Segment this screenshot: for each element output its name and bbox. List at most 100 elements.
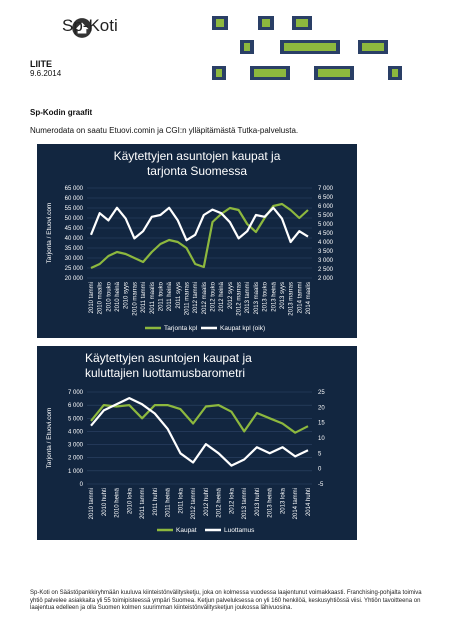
chart-title: Käytettyjen asuntojen kaupat ja [114,149,281,163]
x-tick-label: 2014 tammi [293,488,299,519]
x-tick-label: 2013 heinä [271,281,277,311]
document-date: 9.6.2014 [30,69,62,78]
y-tick-label: 50 000 [65,216,84,222]
x-tick-label: 2011 marras [184,282,190,315]
y2-tick-label: 2 000 [318,276,334,282]
x-tick-label: 2011 syys [176,282,182,309]
y-tick-label: 3 000 [68,443,84,449]
legend-label: Kaupat [176,527,197,534]
y2-tick-label: 15 [318,421,325,427]
x-tick-label: 2012 syys [228,282,234,309]
x-tick-label: 2013 touko [263,281,269,311]
x-tick-label: 2011 heinä [166,487,172,517]
y2-tick-label: 20 [318,405,325,411]
chart-title: kuluttajien luottamusbarometri [85,366,245,380]
y-axis-label: Tarjonta / Etuovi.com [46,203,53,264]
y-tick-label: 45 000 [65,226,84,232]
x-tick-label: 2012 heinä [219,281,225,311]
y-tick-label: 4 000 [68,429,84,435]
legend-label: Luottamus [224,527,255,534]
chart-title: Käytettyjen asuntojen kaupat ja [85,351,252,365]
legend-label: Tarjonta kpl [164,325,198,332]
y-tick-label: 2 000 [68,456,84,462]
y-tick-label: 60 000 [65,196,84,202]
x-tick-label: 2011 tammi [141,282,147,313]
x-tick-label: 2010 maalis [98,282,104,314]
x-tick-label: 2013 maalis [254,282,260,314]
y2-tick-label: 2 500 [318,267,334,273]
y-tick-label: 1 000 [68,469,84,475]
y2-tick-label: 10 [318,436,325,442]
y-tick-label: 0 [80,482,84,488]
x-tick-label: 2010 syys [124,282,130,309]
x-tick-label: 2013 huhti [255,488,261,516]
x-tick-label: 2012 loka [229,487,235,514]
y2-tick-label: 3 500 [318,249,334,255]
x-tick-label: 2013 tammi [245,282,251,313]
x-tick-label: 2013 tammi [242,488,248,519]
x-tick-label: 2013 loka [280,487,286,514]
x-tick-label: 2011 maalis [150,282,156,314]
y2-tick-label: 3 000 [318,258,334,264]
x-tick-label: 2012 marras [237,282,243,316]
x-tick-label: 2011 loka [178,487,184,513]
series-line-1 [90,202,309,269]
y-tick-label: 5 000 [68,416,84,422]
decorative-pattern-graphic [212,16,402,80]
chart-sales-and-supply: Käytettyjen asuntojen kaupat ja tarjonta … [37,144,357,338]
x-tick-label: 2012 touko [211,281,217,311]
y-tick-label: 55 000 [65,206,84,212]
x-tick-label: 2012 maalis [202,282,208,314]
x-tick-label: 2013 marras [289,282,295,316]
y2-tick-label: 5 000 [318,222,334,228]
y-tick-label: 20 000 [65,276,84,282]
attachment-label: LIITE [30,59,52,69]
x-tick-label: 2013 syys [280,282,286,309]
y-tick-label: 40 000 [65,236,84,242]
y-tick-label: 6 000 [68,403,84,409]
y2-tick-label: 25 [318,390,325,396]
x-tick-label: 2011 touko [158,281,164,311]
series-line-2 [90,396,309,467]
chart-svg: Käytettyjen asuntojen kaupat jatarjonta … [46,149,334,332]
y-tick-label: 7 000 [68,390,84,396]
chart-title: tarjonta Suomessa [147,164,247,178]
x-tick-label: 2011 huhti [153,488,159,516]
chart-svg: Käytettyjen asuntojen kaupat jakuluttaji… [46,351,325,534]
y2-tick-label: 5 [318,451,322,457]
x-tick-label: 2011 heinä [167,281,173,311]
y-tick-label: 30 000 [65,256,84,262]
series-line-1 [90,403,309,434]
x-tick-label: 2014 maalis [306,282,312,314]
x-tick-label: 2012 tammi [191,488,197,519]
y2-tick-label: -5 [318,482,324,488]
x-tick-label: 2014 huhti [306,488,312,516]
x-tick-label: 2012 heinä [217,487,223,517]
y2-tick-label: 7 000 [318,186,334,192]
y2-tick-label: 5 500 [318,213,334,219]
y-tick-label: 25 000 [65,266,84,272]
x-tick-label: 2013 heinä [268,487,274,517]
footer-text: Sp-Koti on Säästöpankkiryhmään kuuluva k… [30,590,422,611]
intro-text: Numerodata on saatu Etuovi.comin ja CGI:… [30,126,299,135]
x-tick-label: 2010 heinä [115,281,121,311]
x-tick-label: 2010 tammi [89,282,95,313]
y2-tick-label: 6 000 [318,204,334,210]
series-line-2 [89,206,309,244]
x-tick-label: 2010 heinä [115,487,121,517]
x-tick-label: 2010 huhti [102,488,108,516]
y-tick-label: 65 000 [65,186,84,192]
y2-tick-label: 4 500 [318,231,334,237]
chart-sales-and-confidence: Käytettyjen asuntojen kaupat ja kuluttaji… [37,346,357,540]
legend-label: Kaupat kpl (oik) [220,325,265,332]
sp-koti-logo-icon [72,18,92,38]
y2-tick-label: 6 500 [318,195,334,201]
section-title: Sp-Kodin graafit [30,108,93,117]
y-axis-label: Tarjonta / Etuovi.com [46,408,53,469]
x-tick-label: 2010 tammi [89,488,95,519]
x-tick-label: 2014 tammi [297,282,303,313]
y2-tick-label: 0 [318,467,322,473]
x-tick-label: 2010 marras [132,282,138,316]
y-tick-label: 35 000 [65,246,84,252]
x-tick-label: 2011 tammi [140,488,146,519]
